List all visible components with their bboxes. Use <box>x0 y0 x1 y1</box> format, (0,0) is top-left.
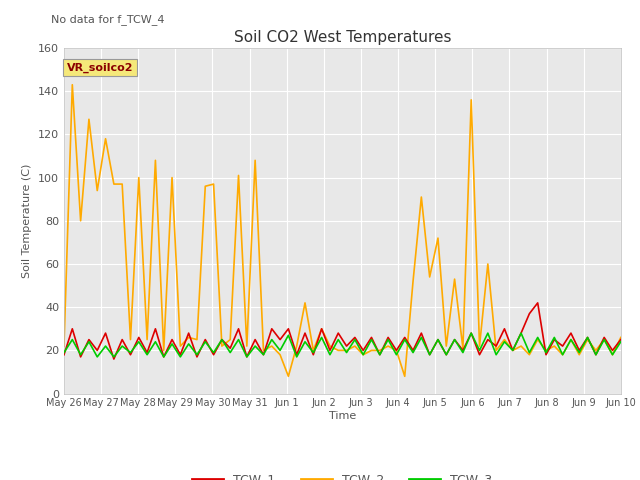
X-axis label: Time: Time <box>329 411 356 421</box>
Text: VR_soilco2: VR_soilco2 <box>67 62 133 73</box>
Legend: TCW_1, TCW_2, TCW_3: TCW_1, TCW_2, TCW_3 <box>187 468 498 480</box>
Title: Soil CO2 West Temperatures: Soil CO2 West Temperatures <box>234 30 451 46</box>
Y-axis label: Soil Temperature (C): Soil Temperature (C) <box>22 164 33 278</box>
Text: No data for f_TCW_4: No data for f_TCW_4 <box>51 14 164 25</box>
